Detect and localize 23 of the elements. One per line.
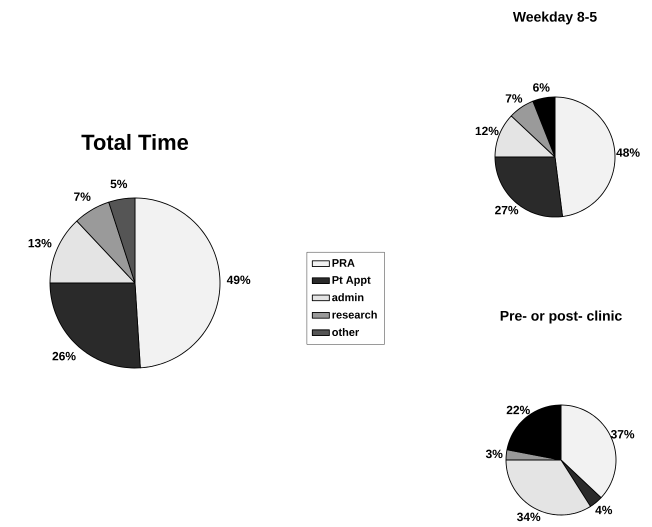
data-label: 3% [486, 450, 503, 458]
legend-label: research [332, 310, 377, 319]
legend-label: PRA [332, 259, 355, 267]
legend-label: admin [332, 293, 364, 302]
legend-label: Pt Appt [332, 276, 371, 286]
data-label: 26% [52, 352, 76, 360]
data-label: 7% [74, 192, 91, 201]
data-label: 34% [517, 512, 540, 522]
chart-title: Total Time [81, 134, 188, 150]
chart-title: Pre- or post- clinic [500, 310, 622, 324]
data-label: 27% [495, 206, 518, 214]
data-label: 22% [506, 406, 530, 414]
data-label: 37% [610, 430, 634, 438]
data-label: 13% [28, 238, 52, 248]
data-label: 7% [506, 94, 522, 103]
data-label: 4% [595, 506, 612, 514]
data-label: 5% [110, 180, 128, 188]
data-label: 49% [226, 276, 250, 284]
data-label: 12% [476, 126, 499, 136]
data-label: 6% [533, 83, 550, 92]
chart-title: Weekday 8-5 [512, 11, 597, 24]
legend-label: other [332, 328, 360, 336]
data-label: 48% [616, 148, 640, 157]
